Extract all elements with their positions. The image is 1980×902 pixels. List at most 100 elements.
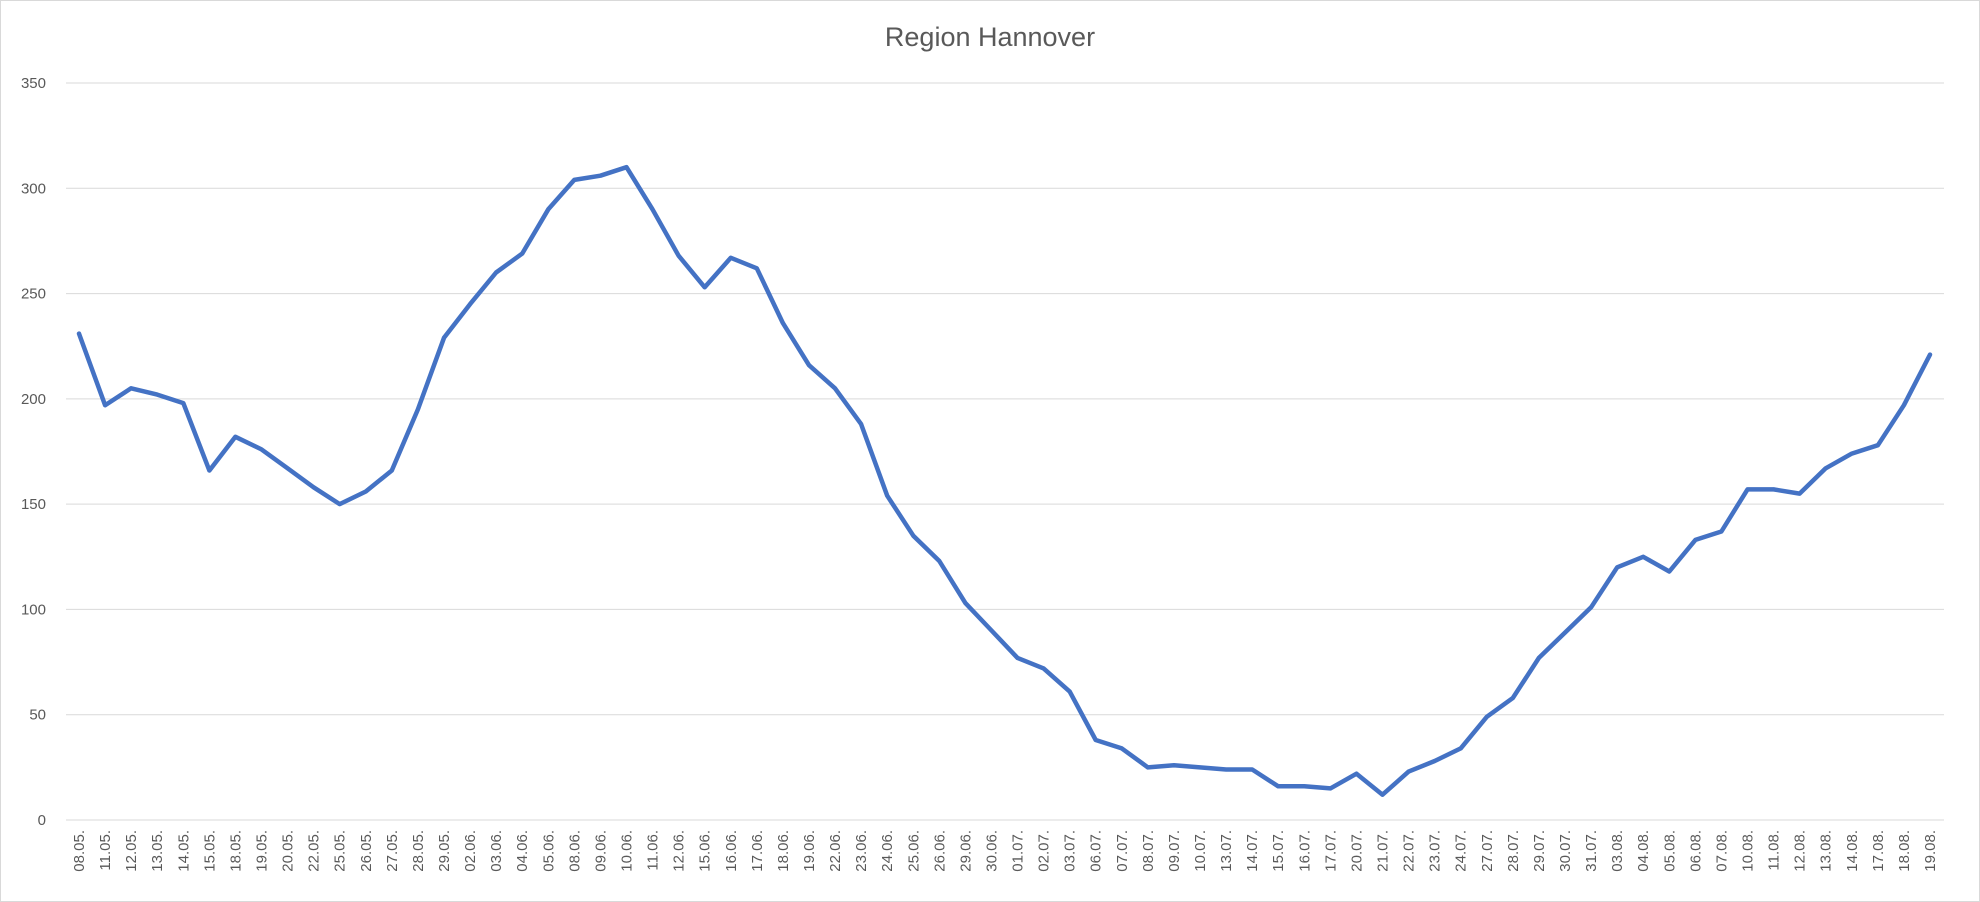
data-point bbox=[807, 363, 811, 367]
x-tick-label: 11.06. bbox=[645, 830, 662, 871]
data-point bbox=[181, 401, 185, 405]
data-point bbox=[859, 422, 863, 426]
data-point bbox=[233, 435, 237, 439]
x-tick-label: 16.06. bbox=[723, 830, 740, 872]
x-tick-label: 22.07. bbox=[1401, 830, 1418, 872]
x-tick-label: 10.07. bbox=[1192, 830, 1209, 872]
x-tick-label: 16.07. bbox=[1296, 830, 1313, 872]
x-tick-label: 05.06. bbox=[540, 830, 557, 872]
x-tick-label: 29.07. bbox=[1531, 830, 1548, 872]
x-tick-label: 22.05. bbox=[306, 830, 323, 872]
x-tick-label: 19.05. bbox=[253, 830, 270, 872]
data-point bbox=[1433, 759, 1437, 763]
data-point bbox=[286, 466, 290, 470]
data-point bbox=[729, 256, 733, 260]
x-tick-label: 04.06. bbox=[514, 830, 531, 872]
data-point bbox=[129, 386, 133, 390]
data-point bbox=[103, 403, 107, 407]
x-tick-label: 30.06. bbox=[983, 830, 1000, 872]
data-point bbox=[338, 502, 342, 506]
data-point bbox=[520, 252, 524, 256]
x-tick-label: 14.07. bbox=[1244, 830, 1261, 872]
data-point bbox=[1068, 690, 1072, 694]
x-tick-label: 25.06. bbox=[905, 830, 922, 872]
x-tick-label: 14.08. bbox=[1844, 830, 1861, 872]
series-line bbox=[76, 164, 1933, 797]
x-tick-label: 18.06. bbox=[775, 830, 792, 872]
x-tick-label: 23.06. bbox=[853, 830, 870, 872]
data-point bbox=[468, 302, 472, 306]
y-tick-label: 350 bbox=[21, 75, 46, 92]
data-point bbox=[1798, 492, 1802, 496]
data-point bbox=[416, 407, 420, 411]
data-point bbox=[77, 332, 81, 336]
data-point bbox=[703, 285, 707, 289]
x-tick-label: 29.05. bbox=[436, 830, 453, 872]
x-tick-label: 18.08. bbox=[1896, 830, 1913, 872]
x-tick-label: 09.07. bbox=[1166, 830, 1183, 872]
x-tick-label: 04.08. bbox=[1635, 830, 1652, 872]
x-tick-label: 15.06. bbox=[697, 830, 714, 872]
y-tick-label: 150 bbox=[21, 496, 46, 513]
x-tick-label: 08.06. bbox=[566, 830, 583, 872]
x-tick-label: 10.06. bbox=[618, 830, 635, 872]
data-point bbox=[312, 485, 316, 489]
data-point bbox=[364, 490, 368, 494]
x-tick-label: 23.07. bbox=[1427, 830, 1444, 872]
data-point bbox=[1615, 565, 1619, 569]
data-point bbox=[1302, 784, 1306, 788]
x-tick-label: 06.07. bbox=[1088, 830, 1105, 872]
chart-title: Region Hannover bbox=[884, 22, 1096, 52]
data-point bbox=[1094, 738, 1098, 742]
y-tick-label: 50 bbox=[29, 707, 46, 724]
x-tick-label: 07.08. bbox=[1713, 830, 1730, 872]
x-tick-label: 30.07. bbox=[1557, 830, 1574, 872]
data-point bbox=[207, 468, 211, 472]
data-point bbox=[1641, 555, 1645, 559]
data-point bbox=[1485, 715, 1489, 719]
x-tick-label: 12.08. bbox=[1792, 830, 1809, 872]
data-point bbox=[963, 601, 967, 605]
data-point bbox=[1589, 605, 1593, 609]
data-point bbox=[1928, 353, 1932, 357]
data-point bbox=[651, 207, 655, 211]
x-tick-label: 29.06. bbox=[957, 830, 974, 872]
data-point bbox=[1459, 746, 1463, 750]
data-point bbox=[1537, 656, 1541, 660]
x-tick-label: 31.07. bbox=[1583, 830, 1600, 872]
data-point bbox=[598, 174, 602, 178]
x-tick-label: 13.05. bbox=[149, 830, 166, 872]
data-point bbox=[1772, 487, 1776, 491]
data-point bbox=[781, 321, 785, 325]
data-point bbox=[885, 494, 889, 498]
x-tick-label: 02.07. bbox=[1036, 830, 1053, 872]
x-tick-label: 26.06. bbox=[931, 830, 948, 872]
data-point bbox=[677, 254, 681, 258]
x-tick-label: 28.07. bbox=[1505, 830, 1522, 872]
x-tick-label: 22.06. bbox=[827, 830, 844, 872]
y-tick-label: 100 bbox=[21, 601, 46, 618]
x-tick-label: 11.05. bbox=[97, 830, 114, 871]
x-tick-label: 17.07. bbox=[1322, 830, 1339, 872]
x-tick-label: 24.07. bbox=[1453, 830, 1470, 872]
data-point bbox=[494, 271, 498, 275]
data-point bbox=[833, 386, 837, 390]
series-layer bbox=[76, 164, 1933, 797]
x-tick-label: 28.05. bbox=[410, 830, 427, 872]
x-tick-label: 21.07. bbox=[1375, 830, 1392, 872]
data-point bbox=[1876, 443, 1880, 447]
data-point bbox=[1276, 784, 1280, 788]
data-point bbox=[572, 178, 576, 182]
y-tick-label: 250 bbox=[21, 286, 46, 303]
x-tick-label: 02.06. bbox=[462, 830, 479, 872]
data-point bbox=[1407, 770, 1411, 774]
data-point bbox=[1667, 570, 1671, 574]
y-tick-label: 300 bbox=[21, 180, 46, 197]
x-tick-label: 20.07. bbox=[1348, 830, 1365, 872]
data-point bbox=[1198, 765, 1202, 769]
x-tick-label: 17.06. bbox=[749, 830, 766, 872]
x-tick-label: 10.08. bbox=[1740, 830, 1757, 872]
x-tick-label: 09.06. bbox=[592, 830, 609, 872]
data-point bbox=[390, 468, 394, 472]
